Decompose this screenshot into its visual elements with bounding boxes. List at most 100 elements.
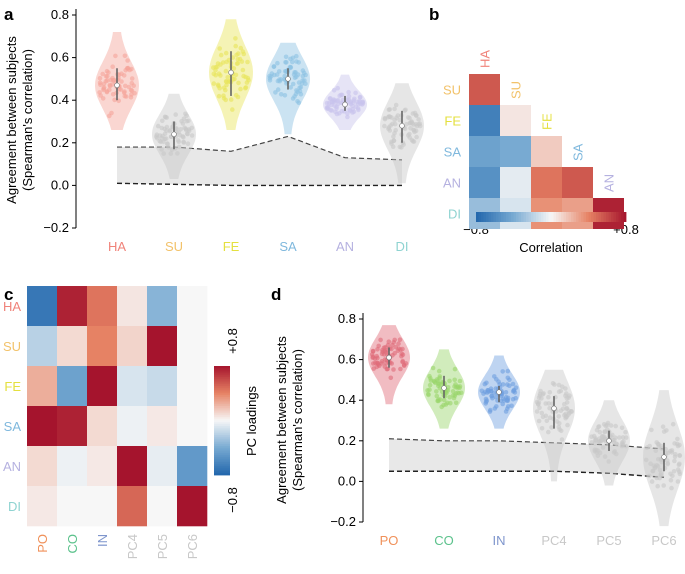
panel-a-violin-dot-DI <box>406 133 411 138</box>
panel-b-row-label-SA: SA <box>444 145 462 160</box>
panel-c-colorbar-segment <box>214 402 230 405</box>
panel-a-violin-dot-SU <box>164 115 169 120</box>
panel-a-violin-dot-DI <box>391 138 397 143</box>
panel-d-violin-dot-PC6 <box>650 468 656 474</box>
panel-b-colorbar-segment <box>486 212 489 222</box>
panel-a-violin-dot-HA <box>110 64 115 69</box>
panel-c-colorbar-segment <box>214 409 230 412</box>
panel-a-violin-dot-SU <box>186 118 191 124</box>
panel-c-colorbar-segment <box>214 398 230 401</box>
panel-c-colorbar-segment <box>214 367 230 371</box>
panel-a-violin-dot-DI <box>390 144 396 149</box>
panel-c-cell-DI-IN <box>87 486 118 527</box>
panel-d-violin-dot-PO <box>397 337 403 343</box>
panel-c-colorbar-title: PC loadings <box>244 385 259 456</box>
panel-a-violin-dot-DI <box>386 126 391 132</box>
panel-a-violin-dot-DI <box>386 114 392 119</box>
panel-c-cell-DI-CO <box>57 486 88 527</box>
panel-a-violin-dot-SU <box>173 112 178 117</box>
panel-a-ytick-label: 0.4 <box>51 92 69 107</box>
panel-c-colorbar-segment <box>214 415 230 418</box>
panel-a-violin-dot-SA <box>294 53 299 59</box>
panel-c-colorbar-segment <box>214 387 230 391</box>
panel-a-violin-dot-AN <box>335 97 341 103</box>
panel-c-cell-AN-PO <box>27 446 58 487</box>
panel-a-violin-dot-HA <box>100 71 105 77</box>
panel-a-ylabel-line1: Agreement between subjects <box>4 36 19 204</box>
panel-d-median-PC6 <box>661 454 667 460</box>
panel-a-ytick-label: 0.2 <box>51 135 69 150</box>
panel-a-violin-dot-HA <box>116 72 122 78</box>
panel-d-median-IN <box>496 389 502 395</box>
panel-d-violin-dot-CO <box>452 366 458 372</box>
panel-a-violin-dot-DI <box>413 113 419 118</box>
panel-d-violin-dot-PC4 <box>569 409 574 414</box>
panel-a-violin-dot-DI <box>416 117 421 122</box>
panel-c-cell-HA-PC6 <box>177 286 208 327</box>
panel-a-violin-dot-FE <box>218 52 224 58</box>
panel-b-colorbar-segment <box>611 212 614 222</box>
panel-b-colorbar-segment <box>531 212 534 222</box>
panel-b-col-label-AN: AN <box>602 174 617 192</box>
panel-d-violin-dot-PO <box>393 344 399 350</box>
panel-a-violin-dot-HA <box>112 97 117 103</box>
panel-b-row-label-AN: AN <box>443 176 461 191</box>
panel-label-c: c <box>4 285 13 304</box>
panel-c-colorbar-segment <box>214 407 230 410</box>
panel-b-cell-AN-FE <box>531 167 562 198</box>
panel-c-colorbar-segment <box>214 405 230 409</box>
panel-c-row-label-FE: FE <box>4 379 21 394</box>
panel-a-violin-dot-SA <box>275 87 281 92</box>
panel-a-violin-dot-SU <box>161 139 166 145</box>
panel-c-col-label-PC4: PC4 <box>125 534 140 559</box>
panel-d-violin-dot-IN <box>503 394 509 400</box>
panel-b-colorbar-segment <box>621 212 624 222</box>
panel-a-violin-dot-SU <box>160 118 165 124</box>
panel-a-ylabel-line2: (Spearman's correlation) <box>20 49 35 191</box>
panel-d-violin-dot-IN <box>494 377 499 382</box>
panel-a-violin-dot-SU <box>165 141 170 147</box>
panel-a-violin-dot-SU <box>168 127 173 133</box>
panel-c-colorbar-segment <box>214 389 230 392</box>
panel-c-cell-HA-CO <box>57 286 88 327</box>
panel-a-violin-dot-AN <box>353 90 358 96</box>
panel-b-cell-FE-HA <box>469 105 500 136</box>
panel-d-violin-dot-PC6 <box>672 454 678 460</box>
panel-d-violin-dot-IN <box>500 382 506 387</box>
panel-c-cell-HA-PC5 <box>147 286 178 327</box>
panel-a-violin-dot-AN <box>347 107 352 112</box>
panel-c-colorbar-segment <box>214 456 230 460</box>
panel-d-violin-dot-PC5 <box>601 422 607 427</box>
panel-c-row-label-SU: SU <box>3 339 21 354</box>
panel-d-violin-dot-PO <box>398 366 403 372</box>
panel-c-colorbar-segment <box>214 395 230 398</box>
panel-d-violin-dot-IN <box>481 391 486 396</box>
panel-a-violin-dot-FE <box>238 45 244 51</box>
panel-a-violin-dot-FE <box>230 107 235 112</box>
panel-d-violin-dot-PC4 <box>563 386 568 391</box>
panel-a-violin-dot-HA <box>113 53 118 59</box>
panel-b-colorbar-segment <box>558 212 562 222</box>
panel-b-colorbar-segment <box>553 212 557 222</box>
panel-c-colorbar-segment <box>214 471 230 474</box>
panel-d-violin-dot-CO <box>436 368 442 374</box>
panel-a-violin-dot-HA <box>105 74 110 79</box>
panel-a-violin-dot-SA <box>278 92 284 97</box>
panel-b-colorbar-segment <box>563 212 567 222</box>
panel-c-cell-SA-PC5 <box>147 406 178 447</box>
panel-d-null-lower-line <box>389 470 665 479</box>
panel-d-violin-dot-PC4 <box>554 419 560 424</box>
panel-d-violin-dot-PC6 <box>665 461 670 467</box>
panel-a-violin-dot-FE <box>218 62 223 67</box>
panel-a-violin-dot-HA <box>109 110 114 116</box>
panel-a-violin-dot-FE <box>245 59 250 65</box>
panel-a-violin-dot-AN <box>345 111 350 116</box>
panel-b-colorbar-segment <box>571 212 574 222</box>
panel-a-violin-dot-HA <box>107 82 113 88</box>
panel-a-violin-dot-AN <box>332 103 337 108</box>
panel-a-violin-dot-SU <box>176 130 181 135</box>
panel-c-cell-SA-CO <box>57 406 88 447</box>
panel-b-colorbar-segment <box>481 212 484 222</box>
panel-a-violin-dot-DI <box>402 108 408 113</box>
panel-b-colorbar-segment <box>588 212 592 222</box>
